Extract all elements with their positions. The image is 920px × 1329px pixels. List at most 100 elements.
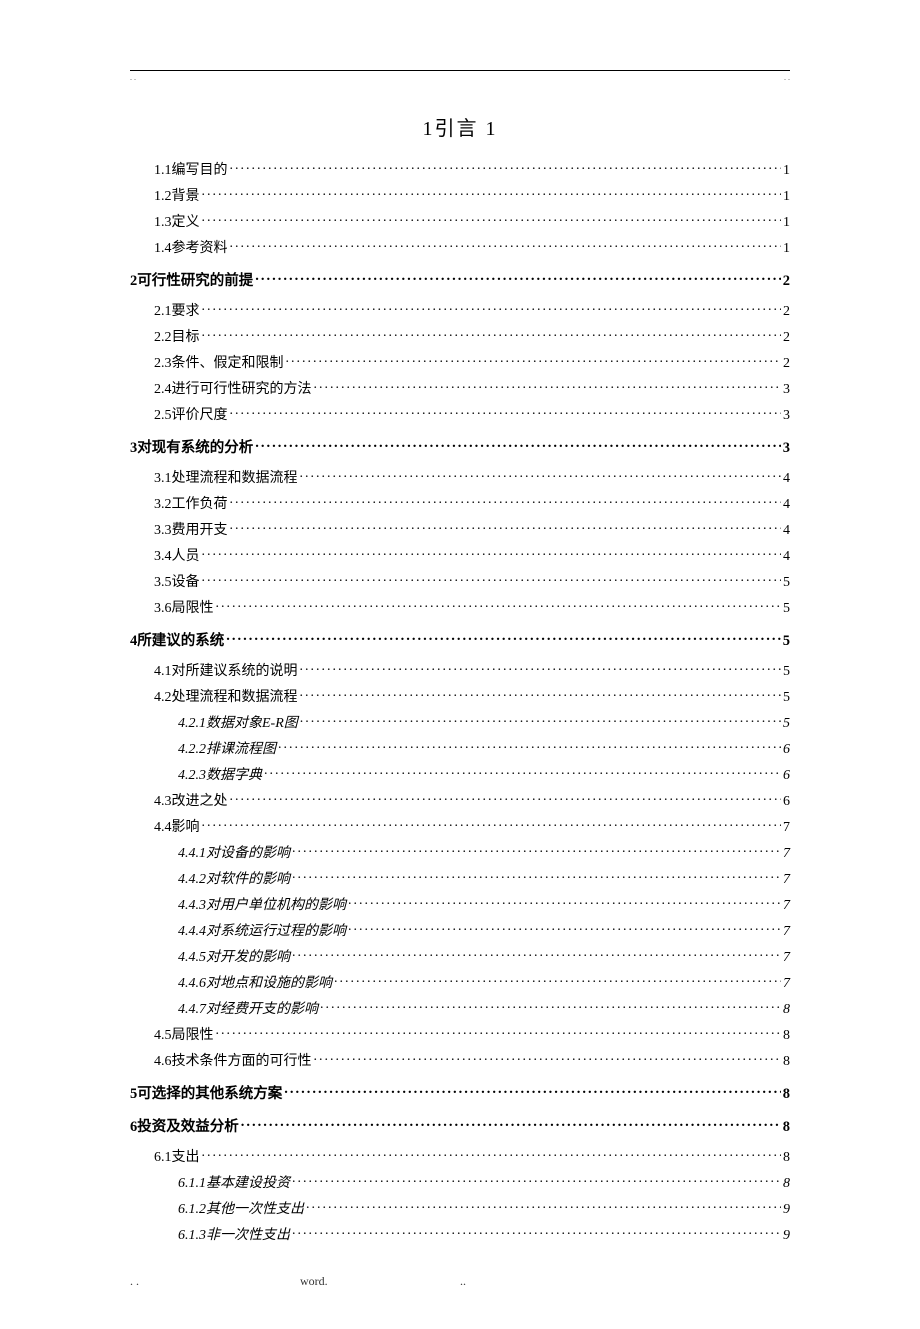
- toc-page-number: 2: [783, 356, 790, 372]
- toc-entry: 1.4参考资料 1: [130, 237, 790, 257]
- toc-entry: 2.5评价尺度3: [130, 404, 790, 424]
- toc-leader: [292, 1173, 781, 1187]
- toc-text: 4.4.6对地点和设施的影响: [178, 972, 332, 992]
- toc-text: 2.5评价尺度: [154, 404, 228, 424]
- toc-page-number: 4: [783, 497, 790, 513]
- toc-page-number: 2: [783, 330, 790, 346]
- toc-entry: 1.3定义1: [130, 211, 790, 231]
- toc-page-number: 3: [783, 440, 790, 457]
- toc-page-number: 5: [783, 633, 790, 650]
- footer-right: ..: [460, 1274, 466, 1289]
- toc-entry: 2.3条件、假定和限制2: [130, 352, 790, 372]
- toc-leader: [216, 598, 782, 612]
- toc-text: 1.4参考资料: [154, 237, 228, 257]
- toc-page-number: 7: [783, 820, 790, 836]
- toc-entry: 2.1要求 2: [130, 300, 790, 320]
- toc-leader: [216, 1025, 782, 1039]
- toc-page-number: 3: [783, 382, 790, 398]
- page-title: 1引言 1: [130, 112, 790, 141]
- toc-text: 6.1.2其他一次性支出: [178, 1198, 304, 1218]
- toc-entry: 4.4.3对用户单位机构的影响7: [130, 894, 790, 914]
- toc-leader: [230, 160, 782, 174]
- toc-page-number: 7: [783, 924, 790, 940]
- toc-text: 3对现有系统的分析: [130, 436, 253, 457]
- toc-text: 3.1处理流程和数据流程: [154, 467, 298, 487]
- toc-text: 4.3改进之处: [154, 790, 228, 810]
- toc-entry: 4.4.4对系统运行过程的影响7: [130, 920, 790, 940]
- toc-page-number: 2: [783, 304, 790, 320]
- toc-text: 4.4.7对经费开支的影响: [178, 998, 318, 1018]
- toc-text: 3.2工作负荷: [154, 493, 228, 513]
- toc-page-number: 8: [783, 1054, 790, 1070]
- toc-leader: [241, 1117, 781, 1132]
- toc-text: 6.1.1基本建设投资: [178, 1172, 290, 1192]
- toc-leader: [202, 301, 782, 315]
- toc-leader: [300, 687, 782, 701]
- toc-page-number: 7: [783, 846, 790, 862]
- toc-entry: 5可选择的其他系统方案8: [130, 1082, 790, 1103]
- toc-entry: 4所建议的系统5: [130, 629, 790, 650]
- toc-leader: [300, 661, 782, 675]
- toc-leader: [292, 1225, 781, 1239]
- toc-page-number: 9: [783, 1202, 790, 1218]
- toc-entry: 4.5局限性8: [130, 1024, 790, 1044]
- toc-text: 3.4人员: [154, 545, 200, 565]
- toc-leader: [306, 1199, 781, 1213]
- toc-page-number: 7: [783, 976, 790, 992]
- toc-page-number: 4: [783, 471, 790, 487]
- toc-entry: 3.2工作负荷 4: [130, 493, 790, 513]
- toc-page-number: 5: [783, 716, 790, 732]
- toc-text: 4.2处理流程和数据流程: [154, 686, 298, 706]
- toc-text: 4.4.2对软件的影响: [178, 868, 290, 888]
- toc-page-number: 5: [783, 690, 790, 706]
- toc-page-number: 9: [783, 1228, 790, 1244]
- toc-entry: 4.4.2对软件的影响 7: [130, 868, 790, 888]
- toc-leader: [314, 1051, 782, 1065]
- toc-leader: [314, 379, 782, 393]
- toc-entry: 4.4影响 7: [130, 816, 790, 836]
- toc-entry: 3对现有系统的分析 3: [130, 436, 790, 457]
- toc-page-number: 6: [783, 742, 790, 758]
- toc-page-number: 1: [783, 241, 790, 257]
- toc-entry: 4.4.7对经费开支的影响 8: [130, 998, 790, 1018]
- toc-text: 2.2目标: [154, 326, 200, 346]
- toc-text: 1.1编写目的: [154, 159, 228, 179]
- toc-page-number: 5: [783, 664, 790, 680]
- toc-entry: 2可行性研究的前提2: [130, 269, 790, 290]
- toc-leader: [230, 791, 782, 805]
- toc-leader: [300, 468, 782, 482]
- toc-leader: [255, 271, 781, 286]
- toc-entry: 6.1.2其他一次性支出 9: [130, 1198, 790, 1218]
- toc-entry: 3.4人员4: [130, 545, 790, 565]
- header-rule: [130, 70, 790, 71]
- footer-mid: word.: [300, 1274, 460, 1289]
- toc-leader: [202, 817, 782, 831]
- toc-page-number: 8: [783, 1028, 790, 1044]
- toc-text: 4.4影响: [154, 816, 200, 836]
- toc-text: 2可行性研究的前提: [130, 269, 253, 290]
- header-dot-right: . .: [784, 73, 790, 82]
- toc-page-number: 8: [783, 1150, 790, 1166]
- toc-text: 6投资及效益分析: [130, 1115, 239, 1136]
- toc-text: 4.4.5对开发的影响: [178, 946, 290, 966]
- toc-page-number: 5: [783, 601, 790, 617]
- toc-page-number: 8: [783, 1086, 790, 1103]
- toc-entry: 3.1处理流程和数据流程 4: [130, 467, 790, 487]
- header-dots: . . . .: [130, 73, 790, 82]
- toc-page-number: 7: [783, 898, 790, 914]
- toc-text: 2.1要求: [154, 300, 200, 320]
- toc-leader: [202, 327, 782, 341]
- toc-text: 4.6技术条件方面的可行性: [154, 1050, 312, 1070]
- toc-leader: [292, 869, 781, 883]
- toc-page-number: 7: [783, 950, 790, 966]
- toc-page-number: 4: [783, 523, 790, 539]
- toc-page-number: 7: [783, 872, 790, 888]
- toc-entry: 4.2.1数据对象E-R图5: [130, 712, 790, 732]
- toc-entry: 4.2.2排课流程图6: [130, 738, 790, 758]
- toc-page-number: 8: [783, 1002, 790, 1018]
- toc-text: 4.4.1对设备的影响: [178, 842, 290, 862]
- toc-leader: [348, 895, 781, 909]
- toc-leader: [284, 1084, 781, 1099]
- toc-text: 4.1对所建议系统的说明: [154, 660, 298, 680]
- toc-leader: [230, 238, 782, 252]
